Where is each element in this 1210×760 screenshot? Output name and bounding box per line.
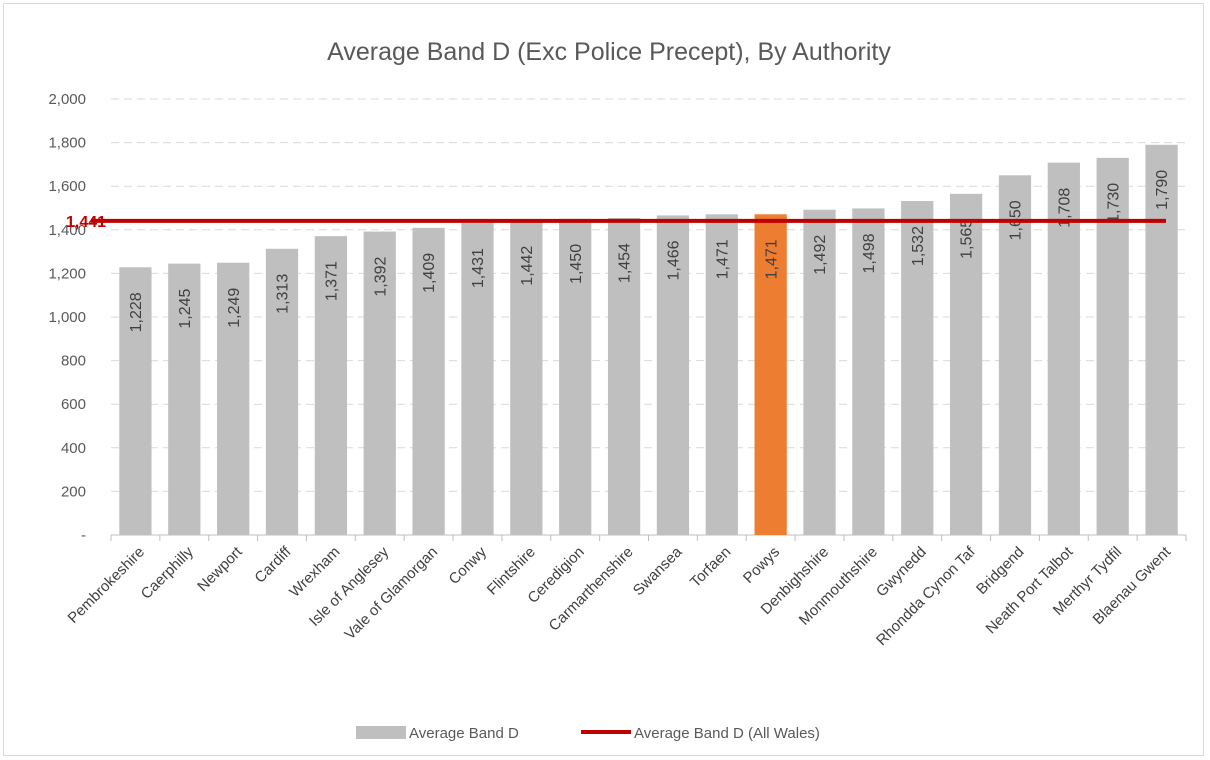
bar-conwy xyxy=(461,223,494,536)
bar-vale-of-glamorgan xyxy=(412,227,445,535)
x-category-label: Swansea xyxy=(630,543,686,599)
data-label: 1,730 xyxy=(1105,183,1122,223)
x-category-label: Cardiff xyxy=(251,543,295,587)
y-tick-label: 1,400 xyxy=(48,222,86,239)
x-category-label: Torfaen xyxy=(687,544,734,591)
x-category-label: Vale of Glamorgan xyxy=(341,544,441,644)
data-label: 1,249 xyxy=(226,288,243,328)
bars xyxy=(110,144,1187,541)
y-tick-label: 1,200 xyxy=(48,265,86,282)
y-tick-label: 2,000 xyxy=(48,91,86,108)
data-label: 1,471 xyxy=(763,239,780,279)
y-tick-label: 1,600 xyxy=(48,178,86,195)
data-label: 1,532 xyxy=(910,226,927,266)
x-category-label: Neath Port Talbot xyxy=(983,543,1077,637)
bar-torfaen xyxy=(705,214,738,535)
bar-pembrokeshire xyxy=(119,267,152,535)
bar-rhondda-cynon-taf xyxy=(949,193,983,535)
legend-label-average-band-d: Average Band D xyxy=(409,725,519,742)
bar-swansea xyxy=(656,215,690,536)
y-tick-label: - xyxy=(81,527,86,544)
data-label: 1,245 xyxy=(177,288,194,328)
chart-title: Average Band D (Exc Police Precept), By … xyxy=(327,38,891,66)
data-label: 1,790 xyxy=(1154,170,1171,210)
bar-ceredigion xyxy=(559,218,592,535)
y-tick-label: 600 xyxy=(61,396,86,413)
data-label: 1,409 xyxy=(421,253,438,293)
bar-bridgend xyxy=(998,175,1032,536)
data-label: 1,708 xyxy=(1056,188,1073,228)
bar-powys xyxy=(754,214,787,535)
data-label: 1,371 xyxy=(323,261,340,301)
bar-isle-of-anglesey xyxy=(363,231,396,535)
bar-gwynedd xyxy=(901,201,934,536)
bar-denbighshire xyxy=(803,209,836,535)
bar-neath-port-talbot xyxy=(1047,162,1080,535)
data-label: 1,471 xyxy=(714,239,731,279)
x-category-label: Carmarthenshire xyxy=(546,544,637,635)
bar-caerphilly xyxy=(168,263,201,535)
legend-swatch-average-band-d xyxy=(356,726,406,739)
legend: Average Band D Average Band D (All Wales… xyxy=(356,725,820,742)
y-axis-ticks: - 200 400 600 800 1,000 1,200 1,400 1,600 1,800 2,… xyxy=(48,91,86,544)
x-category-label: Conwy xyxy=(446,543,491,588)
bar-cardiff xyxy=(265,248,299,536)
data-label: 1,454 xyxy=(617,243,634,283)
y-tick-label: 1,800 xyxy=(48,135,86,152)
data-label: 1,466 xyxy=(666,240,683,280)
average-line-label: 1,441 xyxy=(66,214,106,231)
y-tick-label: 800 xyxy=(61,353,86,370)
data-label: 1,313 xyxy=(275,274,292,314)
bar-monmouthshire xyxy=(852,208,885,535)
legend-label-all-wales: Average Band D (All Wales) xyxy=(634,725,820,742)
bar-blaenau-gwent xyxy=(1145,144,1178,535)
x-category-label: Pembrokeshire xyxy=(65,544,148,627)
data-label: 1,431 xyxy=(470,248,487,288)
bar-newport xyxy=(217,262,250,535)
average-line: 1,441 xyxy=(66,214,1166,231)
data-label: 1,498 xyxy=(861,233,878,273)
bar-chart: Average Band D (Exc Police Precept), By … xyxy=(48,38,1187,742)
data-label: 1,392 xyxy=(372,256,389,296)
y-tick-label: 1,000 xyxy=(48,309,86,326)
bar-flintshire xyxy=(510,220,543,536)
x-category-label: Caerphilly xyxy=(138,543,198,603)
data-label: 1,492 xyxy=(812,235,829,275)
chart-frame: Average Band D (Exc Police Precept), By … xyxy=(3,3,1204,756)
x-category-label: Powys xyxy=(740,544,783,587)
bar-wrexham xyxy=(314,236,348,535)
x-category-label: Newport xyxy=(194,543,246,595)
bar-carmarthenshire xyxy=(607,218,641,535)
data-labels: 1,228 1,245 1,249 1,313 1,371 1,392 1,409 1,431… xyxy=(128,170,1171,333)
data-label: 1,228 xyxy=(128,292,145,332)
data-label: 1,442 xyxy=(519,246,536,286)
y-tick-label: 200 xyxy=(61,483,86,500)
y-tick-label: 400 xyxy=(61,440,86,457)
data-label: 1,450 xyxy=(568,244,585,284)
data-label: 1,565 xyxy=(959,219,976,259)
